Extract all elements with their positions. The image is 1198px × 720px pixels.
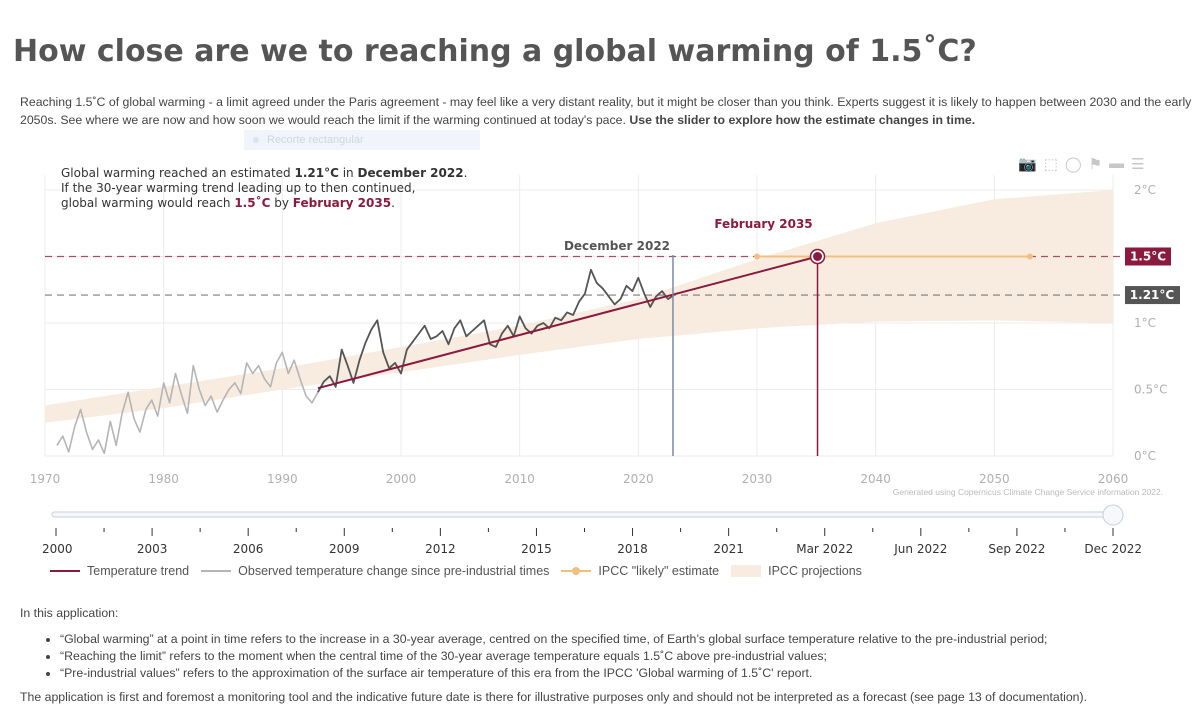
slider-tick-label: 2021 (713, 542, 744, 556)
notes-list: “Global warming” at a point in time refe… (20, 631, 1180, 682)
slider-ticks: 2000 2003 2006 2009 2012 2015 2018 2021 Mar 2022… (42, 528, 1142, 556)
spike-icon[interactable]: ⚑ (1088, 156, 1103, 173)
legend-swatch (201, 570, 232, 572)
observed-series-early (56, 351, 319, 455)
slider-tick-label: Dec 2022 (1084, 542, 1142, 556)
chart-legend: Temperature trend Observed temperature ch… (50, 564, 874, 578)
legend-label: Temperature trend (87, 564, 190, 578)
y-axis: 0°C 0.5°C 1°C 2°C (1134, 183, 1167, 463)
x-axis: 1970 1980 1990 2000 2010 2020 2030 2040 2050 2060 (30, 472, 1129, 486)
y-tick-label: 1°C (1134, 316, 1156, 330)
box-select-icon[interactable]: ⬚ (1043, 156, 1058, 173)
credit-text: Generated using Copernicus Climate Chang… (893, 487, 1163, 497)
observed-series-recent (317, 268, 675, 393)
slider-tick-label: 2000 (42, 542, 73, 556)
slider-tick-label: 2006 (233, 542, 264, 556)
x-tick-label: 1970 (30, 472, 61, 486)
camera-icon[interactable]: 📷 (1018, 156, 1037, 173)
legend-item[interactable]: IPCC projections (731, 564, 862, 578)
date-slider[interactable]: 2000 2003 2006 2009 2012 2015 2018 2021 Mar 2022… (0, 500, 1198, 560)
ghost-tooltip: Recorte rectangular (244, 130, 480, 150)
legend-swatch (50, 570, 80, 572)
notes-item: “Global warming” at a point in time refe… (60, 631, 1180, 648)
legend-item[interactable]: Observed temperature change since pre-in… (201, 564, 549, 578)
legend-label: IPCC projections (768, 564, 862, 578)
limit-point (813, 252, 823, 261)
y-tick-label: 0°C (1134, 449, 1156, 463)
x-tick-label: 1990 (267, 472, 298, 486)
warming-chart: 1970 1980 1990 2000 2010 2020 2030 2040 2050 2060… (30, 166, 1180, 497)
slider-rail[interactable] (51, 511, 1115, 518)
x-tick-label: 1980 (148, 472, 179, 486)
slider-tick-label: 2003 (137, 542, 168, 556)
hover-closest-icon[interactable]: ▬ (1109, 155, 1125, 172)
current-value-badge: 1.21°C (1125, 286, 1180, 305)
legend-item[interactable]: Temperature trend (50, 564, 189, 578)
slider-tick-label: 2009 (329, 542, 360, 556)
slider-tick-label: Jun 2022 (893, 542, 947, 556)
slider-tick-label: 2018 (617, 542, 648, 556)
ipcc-projection-band (45, 190, 1113, 423)
temperature-trend-line (317, 255, 818, 390)
x-tick-label: 2010 (504, 472, 535, 486)
x-tick-label: 2000 (386, 472, 417, 486)
notes-closing: The application is first and foremost a … (20, 690, 1088, 704)
notes-item: “Reaching the limit” refers to the momen… (60, 648, 1180, 665)
slider-handle[interactable] (1102, 504, 1124, 526)
ipcc-likely-endpoint (1026, 253, 1033, 260)
limit-value-badge: 1.5°C (1125, 247, 1171, 266)
x-tick-label: 2050 (979, 472, 1010, 486)
hover-compare-icon[interactable]: ☰ (1131, 156, 1145, 173)
chart-modebar: 📷 ⬚ ◯ ⚑ ▬ ☰ (1018, 155, 1145, 173)
intro-slider-hint: Use the slider to explore how the estima… (629, 113, 976, 127)
notes-section: In this application: “Global warming” at… (20, 606, 1180, 704)
svg-text:1.5°C: 1.5°C (1130, 250, 1166, 264)
legend-swatch (731, 565, 762, 577)
annotation-line-3: global warming would reach 1.5˚C by Febr… (61, 195, 395, 210)
x-tick-label: 2030 (742, 472, 773, 486)
legend-label: Observed temperature change since pre-in… (238, 564, 550, 578)
y-tick-label: 0.5°C (1134, 383, 1167, 397)
current-date-label: December 2022 (564, 239, 670, 253)
slider-tick-label: Sep 2022 (988, 542, 1045, 556)
notes-heading: In this application: (20, 606, 119, 620)
x-tick-label: 2040 (860, 472, 891, 486)
svg-text:1.21°C: 1.21°C (1130, 288, 1175, 302)
observed-temperature-series (56, 268, 675, 455)
annotation-line-1: Global warming reached an estimated 1.21… (61, 166, 467, 180)
lasso-icon[interactable]: ◯ (1064, 156, 1082, 173)
page-title: How close are we to reaching a global wa… (13, 34, 977, 69)
legend-swatch (561, 567, 592, 575)
x-tick-label: 2020 (623, 472, 654, 486)
slider-tick-label: 2015 (521, 542, 552, 556)
legend-label: IPCC "likely" estimate (598, 564, 720, 578)
annotation-line-2: If the 30-year warming trend leading up … (61, 181, 416, 195)
limit-date-label: February 2035 (714, 217, 812, 231)
ipcc-likely-endpoint (754, 253, 760, 260)
ipcc-likely-estimate (754, 253, 1033, 260)
legend-item[interactable]: IPCC "likely" estimate (561, 564, 719, 578)
date-markers (672, 248, 826, 456)
slider-tick-label: Mar 2022 (796, 542, 853, 556)
intro-body: Reaching 1.5˚C of global warming - a lim… (20, 95, 1192, 127)
notes-item: “Pre-industrial values” refers to the ap… (60, 665, 1180, 682)
x-tick-label: 2060 (1098, 472, 1129, 486)
intro-text: Reaching 1.5˚C of global warming - a lim… (20, 93, 1198, 129)
y-tick-label: 2°C (1134, 183, 1156, 197)
slider-tick-label: 2012 (425, 542, 456, 556)
